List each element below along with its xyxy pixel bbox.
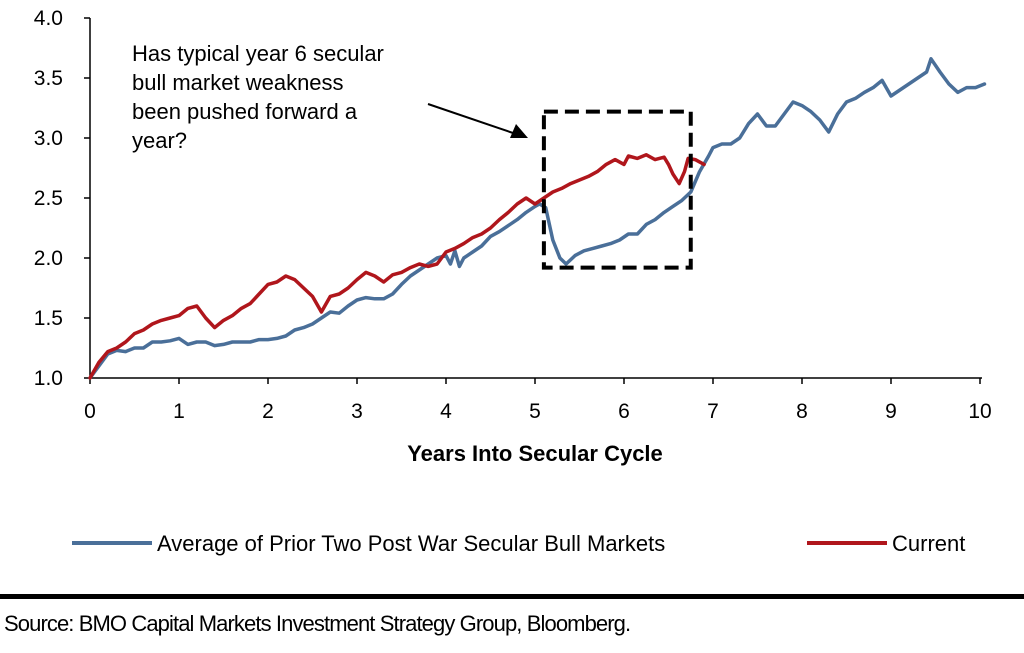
- legend-label-average: Average of Prior Two Post War Secular Bu…: [157, 531, 665, 556]
- x-axis-title: Years Into Secular Cycle: [407, 441, 663, 466]
- annotation-arrow-shaft: [427, 103, 517, 135]
- highlight-box: [541, 109, 693, 270]
- y-tick-label: 2.0: [34, 247, 63, 270]
- y-tick-label: 3.5: [34, 67, 63, 90]
- x-tick-label: 6: [618, 400, 630, 423]
- series-line-current: [88, 153, 706, 380]
- annotation-line: bull market weakness: [132, 70, 344, 95]
- annotation-arrow-head: [510, 124, 528, 138]
- annotation-line: year?: [132, 128, 187, 153]
- x-tick-labels: 0 1 2 3 4 5 6 7 8 9 10: [84, 400, 992, 423]
- y-tick-label: 4.0: [34, 7, 63, 30]
- x-tick-label: 4: [440, 400, 452, 423]
- series-line-average-prior-bull-markets: [88, 57, 987, 380]
- series-lines: [88, 57, 987, 380]
- dashed-highlight-rect: [541, 109, 693, 270]
- annotation: Has typical year 6 secular bull market we…: [132, 41, 528, 153]
- legend-label-current: Current: [892, 531, 965, 556]
- x-tick-label: 1: [173, 400, 185, 423]
- annotation-line: Has typical year 6 secular: [132, 41, 384, 66]
- x-tick-label: 7: [707, 400, 719, 423]
- legend: Average of Prior Two Post War Secular Bu…: [72, 531, 965, 556]
- x-tick-label: 10: [968, 400, 991, 423]
- x-tick-label: 5: [529, 400, 541, 423]
- y-tick-label: 2.5: [34, 187, 63, 210]
- x-tick-label: 8: [796, 400, 808, 423]
- y-tick-labels: 1.0 1.5 2.0 2.5 3.0 3.5 4.0: [34, 7, 63, 390]
- axes: [84, 17, 982, 384]
- y-tick-label: 1.5: [34, 307, 63, 330]
- x-tick-label: 2: [262, 400, 274, 423]
- x-tick-label: 0: [84, 400, 96, 423]
- y-tick-label: 3.0: [34, 127, 63, 150]
- x-tick-label: 9: [885, 400, 897, 423]
- x-tick-label: 3: [351, 400, 363, 423]
- source-note: Source: BMO Capital Markets Investment S…: [4, 611, 631, 636]
- annotation-line: been pushed forward a: [132, 99, 358, 124]
- source-divider: [0, 594, 1024, 599]
- y-tick-label: 1.0: [34, 367, 63, 390]
